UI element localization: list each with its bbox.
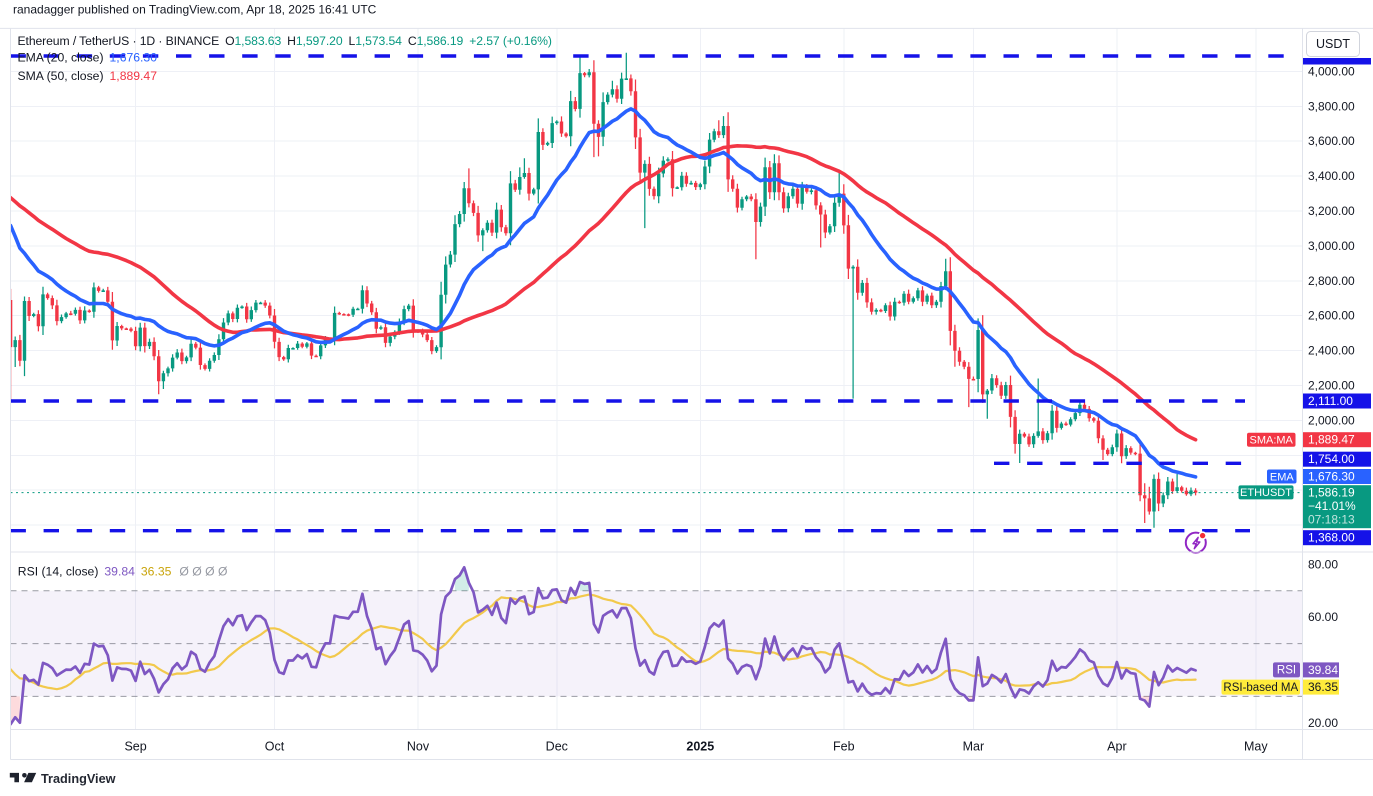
svg-text:Apr: Apr [1107, 740, 1126, 754]
svg-text:Oct: Oct [265, 740, 285, 754]
svg-text:EMA (20, close)1,676.30: EMA (20, close) 1,676.30 [18, 51, 158, 65]
svg-text:1,676.30: 1,676.30 [1308, 470, 1355, 484]
svg-text:ranadagger published on Tradin: ranadagger published on TradingView.com,… [13, 3, 377, 17]
svg-text:2,200.00: 2,200.00 [1308, 379, 1355, 393]
svg-text:USDT: USDT [1316, 37, 1350, 51]
svg-text:2,800.00: 2,800.00 [1308, 274, 1355, 288]
svg-text:Mar: Mar [963, 740, 985, 754]
svg-text:39.84: 39.84 [1308, 663, 1338, 677]
svg-text:RSI: RSI [1277, 665, 1296, 677]
svg-text:20.00: 20.00 [1308, 716, 1338, 730]
svg-text:1,586.19: 1,586.19 [1308, 485, 1355, 499]
svg-text:−41.01%: −41.01% [1308, 499, 1356, 513]
svg-text:RSI-based MA: RSI-based MA [1223, 682, 1298, 694]
svg-text:3,800.00: 3,800.00 [1308, 99, 1355, 113]
svg-text:2,400.00: 2,400.00 [1308, 344, 1355, 358]
svg-text:2,000.00: 2,000.00 [1308, 413, 1355, 427]
svg-text:3,600.00: 3,600.00 [1308, 134, 1355, 148]
svg-text:07:18:13: 07:18:13 [1308, 512, 1355, 526]
svg-text:3,200.00: 3,200.00 [1308, 204, 1355, 218]
svg-text:ETHUSDT: ETHUSDT [1240, 487, 1292, 499]
svg-text:Feb: Feb [833, 740, 855, 754]
svg-text:3,000.00: 3,000.00 [1308, 239, 1355, 253]
svg-text:SMA:MA: SMA:MA [1249, 435, 1293, 447]
svg-text:EMA: EMA [1270, 471, 1295, 483]
svg-text:Sep: Sep [124, 740, 146, 754]
svg-text:Nov: Nov [407, 740, 430, 754]
svg-text:2,111.00: 2,111.00 [1308, 394, 1353, 408]
svg-text:1,889.47: 1,889.47 [1308, 433, 1355, 447]
svg-text:80.00: 80.00 [1308, 557, 1338, 571]
svg-text:1,754.00: 1,754.00 [1308, 452, 1355, 466]
svg-text:TradingView: TradingView [41, 772, 116, 786]
svg-text:Dec: Dec [546, 740, 568, 754]
svg-text:SMA (50, close)1,889.47: SMA (50, close) 1,889.47 [18, 69, 158, 83]
svg-text:36.35: 36.35 [1308, 680, 1338, 694]
svg-text:May: May [1244, 740, 1268, 754]
svg-text:2025: 2025 [686, 740, 714, 754]
svg-text:2,600.00: 2,600.00 [1308, 309, 1355, 323]
svg-text:1,368.00: 1,368.00 [1308, 531, 1355, 545]
svg-text:60.00: 60.00 [1308, 610, 1338, 624]
svg-text:3,400.00: 3,400.00 [1308, 169, 1355, 183]
svg-text:4,000.00: 4,000.00 [1308, 64, 1355, 78]
